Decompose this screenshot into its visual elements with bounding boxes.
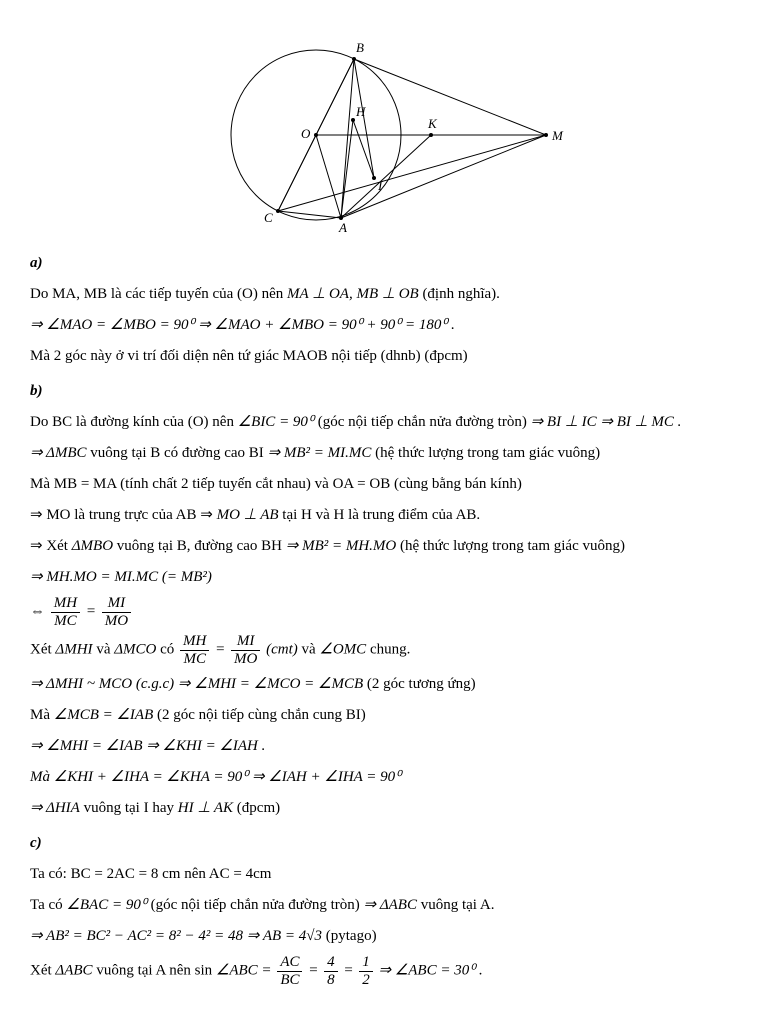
text: (2 góc tương ứng) — [367, 676, 476, 692]
text: và — [301, 641, 319, 657]
svg-text:A: A — [338, 220, 347, 235]
math: ⇒ ∠MHI = ∠IAB ⇒ ∠KHI = ∠IAH . — [30, 738, 265, 754]
text: (hệ thức lượng trong tam giác vuông) — [375, 445, 600, 461]
fraction: MHMC — [180, 633, 209, 667]
math: ∠BIC = 90⁰ — [238, 414, 314, 430]
fraction: MIMO — [231, 633, 260, 667]
text: Do MA, MB là các tiếp tuyến của (O) nên — [30, 286, 287, 302]
fraction: ACBC — [277, 954, 302, 988]
text: vuông tại A. — [421, 897, 495, 913]
math: ΔABC — [55, 962, 92, 978]
text: (góc nội tiếp chắn nửa đường tròn) — [318, 414, 531, 430]
text: (pytago) — [326, 928, 377, 944]
c-line2: Ta có ∠BAC = 90⁰ (góc nội tiếp chắn nửa … — [30, 892, 741, 919]
text: (định nghĩa). — [422, 286, 499, 302]
text: = — [308, 962, 322, 978]
text: chung. — [370, 641, 410, 657]
math: ⇒ ∠ABC = 30⁰ . — [378, 962, 482, 978]
text: (hệ thức lượng trong tam giác vuông) — [400, 538, 625, 554]
svg-text:I: I — [377, 178, 383, 193]
b-line3: Mà MB = MA (tính chất 2 tiếp tuyến cắt n… — [30, 471, 741, 498]
c-line3: ⇒ AB² = BC² − AC² = 8² − 4² = 48 ⇒ AB = … — [30, 923, 741, 950]
b-line4: ⇒ MO là trung trực của AB ⇒ MO ⊥ AB tại … — [30, 502, 741, 529]
text: ⇔ — [30, 603, 49, 619]
c-line1: Ta có: BC = 2AC = 8 cm nên AC = 4cm — [30, 861, 741, 888]
math: ∠ABC = — [216, 962, 275, 978]
text: Xét — [30, 962, 55, 978]
text: = — [215, 641, 229, 657]
text: Do BC là đường kính của (O) nên — [30, 414, 238, 430]
text: ⇒ MO là trung trực của AB ⇒ — [30, 507, 217, 523]
b-line9: ⇒ ΔMHI ~ MCO (c.g.c) ⇒ ∠MHI = ∠MCO = ∠MC… — [30, 671, 741, 698]
math: ΔMBO — [72, 538, 113, 554]
math: Mà ∠KHI + ∠IHA = ∠KHA = 90⁰ ⇒ ∠IAH + ∠IH… — [30, 769, 401, 785]
b-line8: Xét ΔMHI và ΔMCO có MHMC = MIMO (cmt) và… — [30, 633, 741, 667]
text: = — [343, 962, 357, 978]
geometry-diagram: O B C A M H K I — [206, 20, 566, 235]
text: (cmt) — [266, 641, 298, 657]
math: ⇒ MH.MO = MI.MC (= MB²) — [30, 569, 212, 585]
math: ⇒ ΔABC — [364, 897, 417, 913]
text: vuông tại B, đường cao BH — [117, 538, 286, 554]
text: Ta có — [30, 897, 66, 913]
a-line1: Do MA, MB là các tiếp tuyến của (O) nên … — [30, 281, 741, 308]
math: ∠OMC — [319, 641, 366, 657]
math: ⇒ ΔMHI ~ MCO (c.g.c) ⇒ ∠MHI = ∠MCO = ∠MC… — [30, 676, 363, 692]
text: Xét — [30, 641, 55, 657]
math: ⇒ ΔMBC — [30, 445, 87, 461]
math: ⇒ MB² = MH.MO — [286, 538, 397, 554]
math: ∠MCB = ∠IAB — [54, 707, 154, 723]
text: (2 góc nội tiếp cùng chắn cung BI) — [157, 707, 366, 723]
math: ⇒ MB² = MI.MC — [268, 445, 372, 461]
text: có — [160, 641, 178, 657]
svg-text:B: B — [356, 40, 364, 55]
section-a-label: a) — [30, 250, 741, 277]
b-line13: ⇒ ΔHIA vuông tại I hay HI ⊥ AK (đpcm) — [30, 795, 741, 822]
text: vuông tại B có đường cao BI — [90, 445, 267, 461]
a-line3: Mà 2 góc này ở vi trí đối diện nên tứ gi… — [30, 343, 741, 370]
svg-text:C: C — [264, 210, 273, 225]
section-c-label: c) — [30, 830, 741, 857]
b-line6: ⇒ MH.MO = MI.MC (= MB²) — [30, 564, 741, 591]
text: và — [96, 641, 114, 657]
b-line2: ⇒ ΔMBC vuông tại B có đường cao BI ⇒ MB²… — [30, 440, 741, 467]
fraction: MIMO — [102, 595, 131, 629]
b-line5: ⇒ Xét ΔMBO vuông tại B, đường cao BH ⇒ M… — [30, 533, 741, 560]
b-line11: ⇒ ∠MHI = ∠IAB ⇒ ∠KHI = ∠IAH . — [30, 733, 741, 760]
svg-text:H: H — [355, 104, 366, 119]
b-line10: Mà ∠MCB = ∠IAB (2 góc nội tiếp cùng chắn… — [30, 702, 741, 729]
c-line4: Xét ΔABC vuông tại A nên sin ∠ABC = ACBC… — [30, 954, 741, 988]
math: ⇒ ∠MAO = ∠MBO = 90⁰ ⇒ ∠MAO + ∠MBO = 90⁰ … — [30, 317, 455, 333]
text: = — [86, 603, 100, 619]
math: MA ⊥ OA, MB ⊥ OB — [287, 286, 419, 302]
math: ⇒ BI ⊥ IC ⇒ BI ⊥ MC . — [531, 414, 682, 430]
text: (đpcm) — [237, 800, 280, 816]
math: ΔMCO — [114, 641, 156, 657]
fraction: 48 — [324, 954, 338, 988]
math: ∠BAC = 90⁰ — [66, 897, 146, 913]
text: vuông tại I hay — [84, 800, 178, 816]
svg-text:M: M — [551, 128, 564, 143]
a-line2: ⇒ ∠MAO = ∠MBO = 90⁰ ⇒ ∠MAO + ∠MBO = 90⁰ … — [30, 312, 741, 339]
math: ⇒ AB² = BC² − AC² = 8² − 4² = 48 ⇒ AB = … — [30, 928, 322, 944]
text: Mà — [30, 707, 54, 723]
math: MO ⊥ AB — [217, 507, 279, 523]
math: ⇒ ΔHIA — [30, 800, 80, 816]
b-line1: Do BC là đường kính của (O) nên ∠BIC = 9… — [30, 409, 741, 436]
section-b-label: b) — [30, 378, 741, 405]
text: vuông tại A nên sin — [96, 962, 216, 978]
text: ⇒ Xét — [30, 538, 72, 554]
svg-text:O: O — [301, 126, 311, 141]
math: ΔMHI — [55, 641, 92, 657]
text: (góc nội tiếp chắn nửa đường tròn) — [151, 897, 364, 913]
math: HI ⊥ AK — [178, 800, 233, 816]
b-line7: ⇔ MHMC = MIMO — [30, 595, 741, 629]
text: tại H và H là trung điểm của AB. — [282, 507, 480, 523]
b-line12: Mà ∠KHI + ∠IHA = ∠KHA = 90⁰ ⇒ ∠IAH + ∠IH… — [30, 764, 741, 791]
fraction: MHMC — [51, 595, 80, 629]
fraction: 12 — [359, 954, 373, 988]
svg-text:K: K — [427, 116, 438, 131]
